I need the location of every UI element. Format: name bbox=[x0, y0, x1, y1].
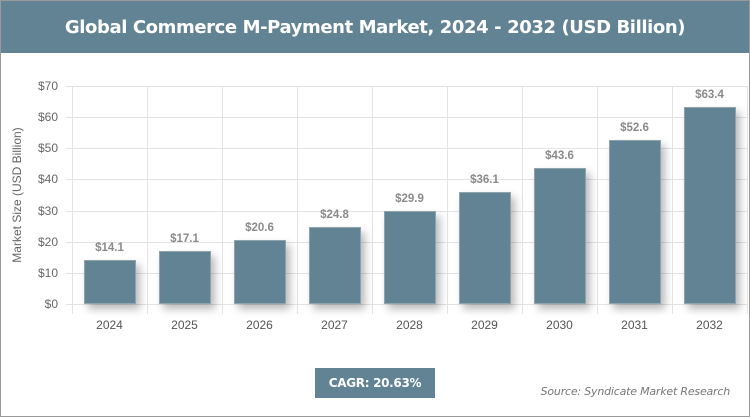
bar-value-label: $52.6 bbox=[620, 122, 649, 135]
y-tick-label: $70 bbox=[37, 79, 58, 93]
x-tick-label: 2025 bbox=[171, 318, 198, 332]
x-tick-label: 2031 bbox=[621, 318, 648, 332]
bar-2027 bbox=[308, 226, 361, 304]
gridline-horizontal bbox=[66, 117, 748, 119]
y-tick-label: $10 bbox=[37, 265, 58, 280]
y-tick-label: $30 bbox=[37, 203, 58, 218]
bar-2030 bbox=[533, 168, 586, 304]
gridline-horizontal bbox=[66, 179, 748, 181]
bar-value-label: $14.1 bbox=[95, 242, 124, 255]
y-tick-label: $60 bbox=[37, 110, 58, 125]
gridline-vertical bbox=[372, 86, 373, 314]
x-tick-label: 2026 bbox=[246, 318, 273, 332]
bar-2025 bbox=[158, 250, 211, 304]
y-tick-label: $20 bbox=[37, 234, 58, 249]
x-tick-label: 2027 bbox=[321, 318, 348, 332]
source-note: Source: Syndicate Market Research bbox=[540, 385, 731, 398]
bar-value-label: $63.4 bbox=[695, 88, 724, 101]
gridline-horizontal bbox=[66, 304, 748, 305]
bar-value-label: $29.9 bbox=[395, 192, 424, 205]
bar-2032 bbox=[683, 106, 736, 304]
gridline-vertical bbox=[672, 86, 673, 314]
gridline-vertical bbox=[522, 86, 523, 314]
bar-2028 bbox=[383, 210, 436, 304]
gridline-vertical bbox=[297, 86, 298, 314]
chart-title: Global Commerce M-Payment Market, 2024 -… bbox=[1, 1, 749, 53]
y-tick-label: $0 bbox=[44, 297, 58, 311]
bar-value-label: $20.6 bbox=[245, 221, 274, 234]
gridline-horizontal bbox=[66, 148, 748, 150]
gridline-vertical bbox=[222, 86, 223, 314]
gridline-horizontal bbox=[66, 86, 748, 87]
bar-2024 bbox=[83, 260, 136, 304]
y-tick-label: $50 bbox=[37, 141, 58, 156]
x-tick-label: 2032 bbox=[696, 318, 723, 332]
bar-value-label: $43.6 bbox=[545, 150, 574, 163]
gridline-vertical bbox=[447, 86, 448, 314]
x-tick-label: 2028 bbox=[396, 318, 423, 332]
cagr-badge: CAGR: 20.63% bbox=[315, 368, 435, 398]
gridline-vertical bbox=[72, 86, 73, 314]
gridline-vertical bbox=[147, 86, 148, 314]
y-tick-label: $40 bbox=[37, 172, 58, 187]
gridline-vertical bbox=[747, 86, 748, 314]
x-tick-label: 2029 bbox=[471, 318, 498, 332]
gridline-vertical bbox=[597, 86, 598, 314]
x-tick-label: 2024 bbox=[96, 318, 123, 332]
bar-value-label: $17.1 bbox=[170, 232, 199, 245]
bar-2026 bbox=[233, 239, 286, 304]
bar-2031 bbox=[608, 140, 661, 304]
x-tick-label: 2030 bbox=[546, 318, 573, 332]
bar-2029 bbox=[458, 191, 511, 304]
bar-value-label: $36.1 bbox=[470, 173, 499, 186]
bar-value-label: $24.8 bbox=[320, 208, 349, 221]
